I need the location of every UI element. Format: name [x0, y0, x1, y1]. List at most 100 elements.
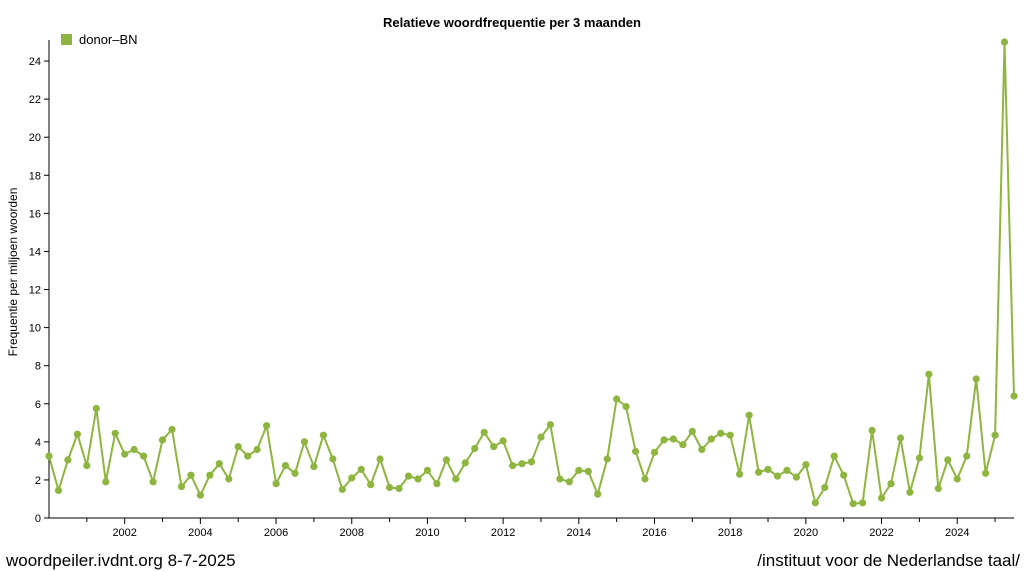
data-point	[433, 480, 441, 488]
x-tick-label: 2020	[794, 527, 818, 539]
data-point	[840, 471, 848, 479]
data-point	[736, 470, 744, 478]
x-tick-label: 2004	[188, 527, 212, 539]
data-point	[263, 422, 271, 430]
y-tick-label: 8	[35, 361, 41, 373]
data-point	[877, 494, 886, 502]
data-point	[972, 375, 980, 383]
y-tick-label: 14	[29, 246, 41, 258]
y-tick-label: 10	[29, 323, 41, 335]
data-point	[688, 427, 696, 435]
data-point	[281, 462, 290, 470]
data-point	[603, 455, 611, 463]
data-point	[196, 491, 204, 499]
y-axis-label: Frequentie per miljoen woorden	[6, 188, 20, 357]
data-point	[641, 475, 649, 483]
data-point	[963, 452, 971, 460]
data-point	[650, 448, 659, 456]
data-point	[1010, 392, 1018, 400]
data-point	[130, 445, 138, 454]
data-point	[944, 456, 952, 464]
data-point	[168, 425, 176, 434]
data-point	[177, 483, 186, 491]
data-point	[45, 452, 53, 460]
data-point	[490, 443, 498, 451]
data-point	[594, 490, 602, 498]
legend-label: donor–BN	[79, 32, 138, 47]
y-tick-label: 24	[29, 56, 41, 68]
data-point	[291, 469, 299, 477]
x-tick-label: 2022	[869, 527, 893, 539]
data-point	[518, 460, 526, 468]
data-point	[622, 403, 630, 411]
x-tick-label: 2006	[264, 527, 288, 539]
data-point	[632, 447, 640, 455]
data-point	[244, 452, 252, 460]
x-tick-label: 2014	[567, 527, 591, 539]
data-point	[54, 486, 63, 494]
data-point	[187, 471, 195, 479]
data-point	[310, 463, 318, 471]
data-point	[811, 499, 819, 507]
data-point	[613, 395, 621, 403]
data-point	[1000, 38, 1009, 46]
data-point	[802, 461, 810, 469]
data-point	[717, 429, 725, 437]
y-tick-label: 4	[35, 437, 41, 449]
data-point	[319, 431, 327, 439]
data-point	[584, 467, 592, 475]
data-point	[755, 468, 763, 476]
data-point	[83, 462, 91, 470]
data-point	[442, 456, 450, 464]
data-point	[859, 499, 867, 507]
data-point	[423, 466, 431, 474]
data-point	[225, 475, 233, 483]
data-point	[887, 480, 895, 488]
data-point	[348, 474, 356, 482]
data-point	[404, 472, 413, 480]
data-point	[679, 441, 687, 449]
data-point	[499, 437, 507, 445]
data-point	[925, 370, 933, 378]
y-tick-label: 0	[35, 513, 41, 525]
data-point	[206, 471, 214, 479]
data-point	[792, 473, 801, 481]
data-point	[215, 460, 223, 468]
data-point	[991, 431, 999, 439]
data-point	[253, 445, 261, 454]
chart-title: Relatieve woordfrequentie per 3 maanden	[383, 15, 641, 30]
legend: donor–BN	[61, 32, 138, 47]
y-tick-label: 12	[29, 285, 41, 297]
data-point	[92, 404, 100, 413]
data-point	[300, 438, 308, 446]
y-tick-label: 16	[29, 208, 41, 220]
data-point	[773, 472, 782, 480]
data-point	[508, 462, 517, 470]
data-point	[764, 465, 772, 473]
y-tick-label: 6	[35, 399, 41, 411]
data-point	[953, 475, 961, 483]
x-tick-label: 2010	[415, 527, 439, 539]
data-point	[726, 431, 734, 439]
data-point	[821, 483, 829, 492]
legend-swatch	[61, 34, 72, 45]
x-tick-label: 2024	[945, 527, 969, 539]
data-point	[234, 443, 242, 451]
data-point	[745, 411, 753, 419]
data-point	[452, 475, 460, 483]
data-point	[982, 469, 990, 477]
y-tick-label: 2	[35, 475, 41, 487]
data-point	[868, 426, 876, 434]
x-tick-label: 2016	[642, 527, 666, 539]
x-tick-label: 2008	[340, 527, 364, 539]
data-point	[73, 430, 81, 438]
data-point	[915, 454, 924, 462]
data-point	[707, 435, 715, 443]
y-tick-label: 20	[29, 132, 41, 144]
data-point	[537, 433, 545, 441]
data-point	[849, 500, 857, 508]
data-point	[121, 450, 129, 458]
y-tick-label: 22	[29, 94, 41, 106]
data-point	[272, 480, 280, 488]
